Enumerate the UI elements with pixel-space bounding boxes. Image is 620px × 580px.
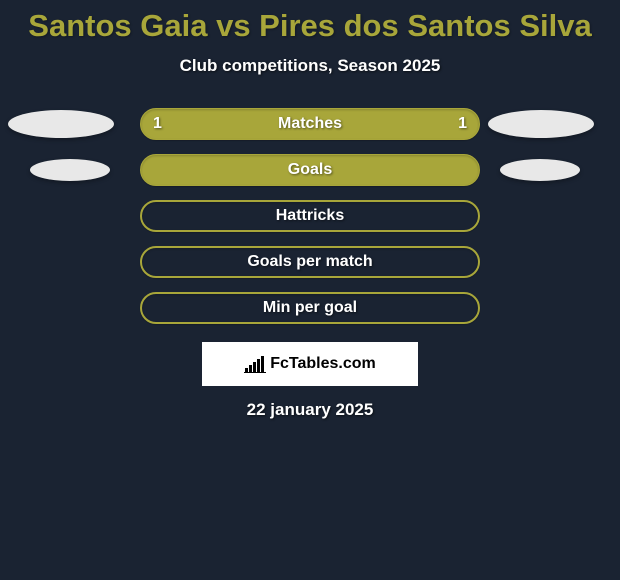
stat-value-left: 1 <box>153 115 162 133</box>
stat-row: Min per goal <box>0 292 620 324</box>
stat-bar: Hattricks <box>140 200 480 232</box>
stat-bar: Goals <box>140 154 480 186</box>
stat-row: 1 Matches 1 <box>0 108 620 140</box>
subtitle: Club competitions, Season 2025 <box>0 56 620 76</box>
logo-box: FcTables.com <box>202 342 418 386</box>
stat-row: Goals <box>0 154 620 186</box>
stat-value-right: 1 <box>458 115 467 133</box>
stat-row: Hattricks <box>0 200 620 232</box>
stat-bar: Goals per match <box>140 246 480 278</box>
date-label: 22 january 2025 <box>0 400 620 420</box>
stats-rows: 1 Matches 1 Goals Hattricks Goals per match Mi… <box>0 108 620 324</box>
page-title: Santos Gaia vs Pires dos Santos Silva <box>0 0 620 44</box>
stat-bar: 1 Matches 1 <box>140 108 480 140</box>
player-indicator-left <box>30 159 110 181</box>
stat-label: Goals per match <box>247 253 372 271</box>
player-indicator-right <box>500 159 580 181</box>
stat-label: Goals <box>288 161 332 179</box>
stat-label: Min per goal <box>263 299 357 317</box>
stat-label: Hattricks <box>276 207 344 225</box>
stat-row: Goals per match <box>0 246 620 278</box>
stat-bar: Min per goal <box>140 292 480 324</box>
player-indicator-left <box>8 110 114 138</box>
logo-chart-icon <box>244 355 266 373</box>
logo-text: FcTables.com <box>270 355 376 373</box>
stat-label: Matches <box>278 115 342 133</box>
player-indicator-right <box>488 110 594 138</box>
